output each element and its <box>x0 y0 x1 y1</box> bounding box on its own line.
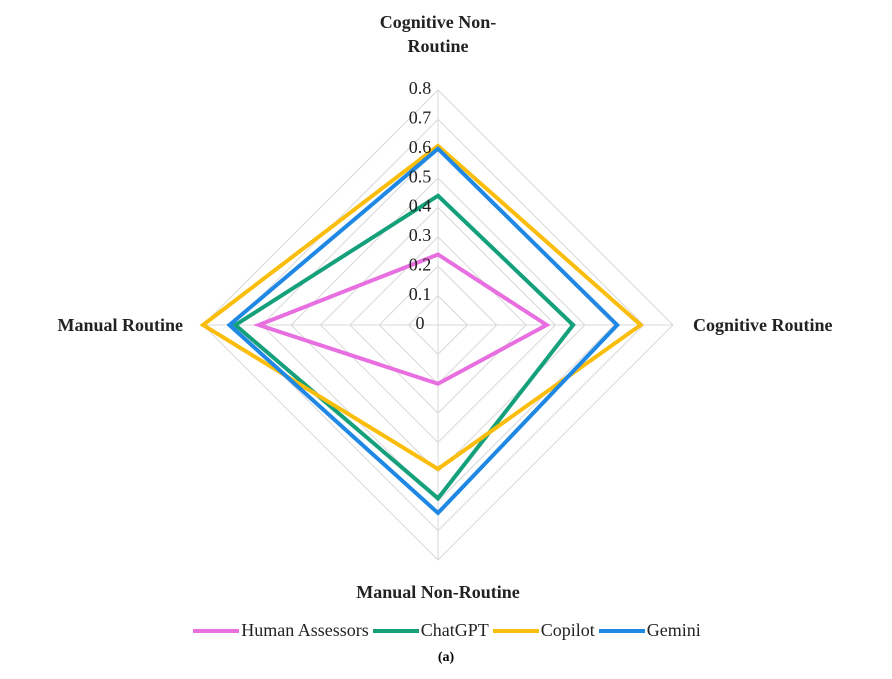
r-tick-label: 0.6 <box>409 137 432 157</box>
r-tick-label: 0.3 <box>409 225 432 245</box>
series-line <box>199 143 644 472</box>
legend-swatch <box>492 628 539 633</box>
r-tick-label: 0.7 <box>409 108 432 128</box>
r-tick-label: 0.2 <box>409 254 432 274</box>
series-line <box>226 146 620 516</box>
legend-item: ChatGPT <box>371 620 489 641</box>
legend-label: Gemini <box>646 620 701 640</box>
caption: (a) <box>437 650 455 665</box>
legend-label: Copilot <box>540 620 595 640</box>
r-tick-label: 0.4 <box>409 196 432 216</box>
r-tick-label: 0.1 <box>409 284 432 304</box>
category-label: Cognitive Non-Routine <box>379 12 497 56</box>
r-tick-label: 0.5 <box>409 166 432 186</box>
category-label: Cognitive Routine <box>693 315 833 335</box>
category-label: Manual Non-Routine <box>356 582 520 602</box>
legend-label: ChatGPT <box>420 620 489 640</box>
legend-label: Human Assessors <box>241 620 369 640</box>
series-line <box>252 252 551 386</box>
r-tick-label: 0.8 <box>409 78 432 98</box>
series-line <box>231 193 576 502</box>
r-tick-label: 0 <box>416 313 425 333</box>
legend-item: Human Assessors <box>191 620 369 641</box>
category-label: Manual Routine <box>57 315 183 335</box>
legend-item: Copilot <box>491 620 595 641</box>
legend-swatch <box>372 628 419 633</box>
legend-swatch <box>598 628 645 633</box>
legend: Human Assessors ChatGPT Copilot Gemini <box>0 620 892 641</box>
legend-swatch <box>193 628 240 633</box>
legend-item: Gemini <box>597 620 701 641</box>
